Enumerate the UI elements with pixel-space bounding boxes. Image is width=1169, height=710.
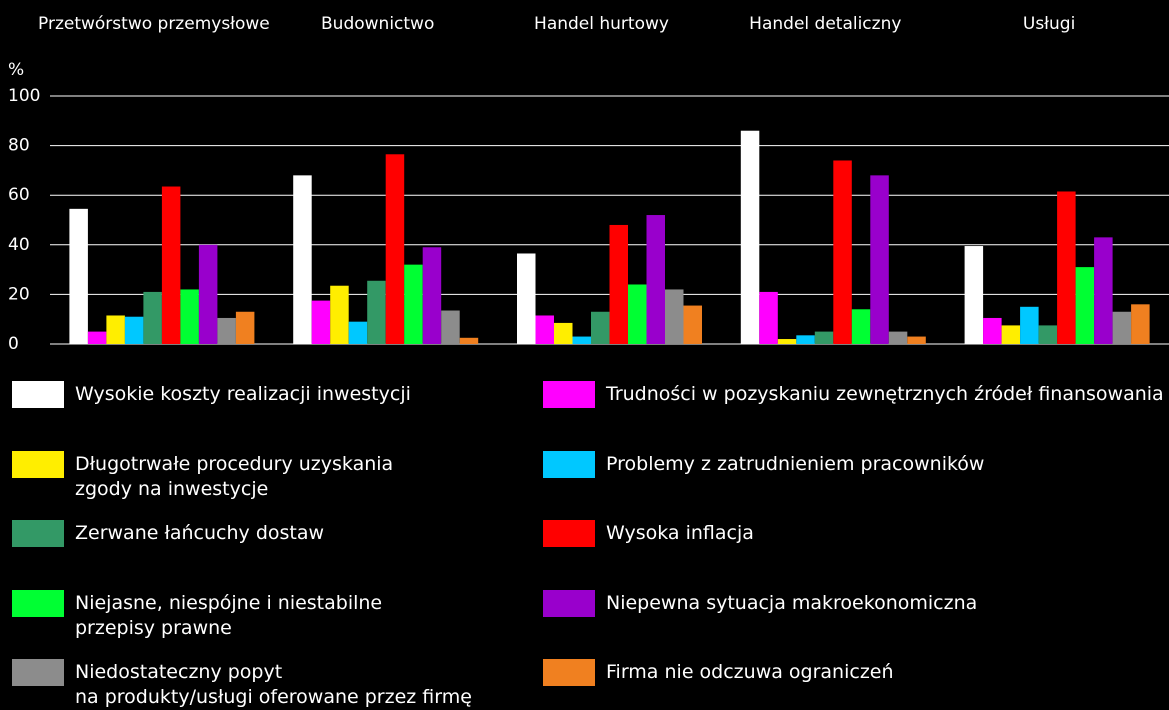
bar (665, 289, 684, 344)
legend-label: Wysoka inflacja (606, 522, 754, 544)
legend-swatch (543, 589, 595, 617)
legend-swatch (12, 520, 64, 547)
bar (683, 305, 702, 344)
bar (69, 208, 88, 344)
legend-swatch (12, 450, 64, 478)
legend-label: Zerwane łańcuchy dostaw (75, 522, 325, 544)
bar (535, 315, 554, 344)
bar (907, 336, 926, 344)
bar (217, 317, 236, 344)
bar (517, 253, 536, 344)
legend-label: Niedostateczny popyt na produkty/usługi … (75, 661, 472, 708)
bar (796, 335, 815, 344)
bar (330, 285, 349, 344)
bar (441, 310, 460, 344)
y-tick-label: 80 (8, 136, 30, 156)
bar (609, 224, 628, 344)
category-label: Usługi (1023, 14, 1075, 34)
bar (198, 244, 218, 344)
bar (367, 280, 386, 344)
bar (385, 154, 405, 344)
legend-swatch (543, 659, 595, 686)
legend-label: Długotrwałe procedury uzyskania zgody na… (75, 452, 394, 500)
legend-swatch (543, 450, 595, 478)
bar (1131, 304, 1150, 344)
y-tick-label: 60 (8, 185, 30, 205)
chart: % 0 20 40 60 80 100 Przetwórstwo przemysłowe Bu… (8, 14, 1169, 354)
bar (628, 284, 647, 344)
bar (293, 175, 312, 344)
bar (740, 130, 760, 344)
bar (143, 291, 162, 344)
bar (964, 246, 984, 344)
bar (759, 291, 778, 344)
bar (404, 264, 423, 344)
bar (1112, 311, 1132, 344)
y-axis-label: % (8, 60, 24, 80)
bar (777, 339, 797, 344)
bar (572, 336, 591, 344)
bar (1057, 191, 1076, 344)
bar (180, 289, 199, 344)
y-tick-label: 100 (8, 86, 40, 106)
legend-label: Niepewna sytuacja makroekonomiczna (606, 591, 978, 614)
legend-swatch (543, 381, 595, 408)
bar (422, 247, 442, 344)
legend-label: Firma nie odczuwa ograniczeń (606, 661, 894, 683)
bar (591, 311, 610, 344)
bar (87, 331, 107, 344)
y-tick-label: 40 (8, 235, 30, 255)
bar (235, 311, 255, 344)
bar (851, 309, 871, 344)
bar (983, 317, 1002, 344)
bar (554, 322, 573, 344)
bar (1001, 325, 1021, 344)
legend-swatch (12, 659, 64, 686)
bar (106, 315, 125, 344)
legend-label: Niejasne, niespójne i niestabilne przepi… (75, 591, 383, 639)
category-label: Budownictwo (321, 14, 434, 34)
y-tick-label: 20 (8, 284, 30, 304)
bar (870, 175, 889, 344)
legend-swatch (12, 589, 64, 617)
legend-swatch (12, 381, 64, 408)
bar (1020, 306, 1039, 344)
y-tick-label: 0 (8, 334, 19, 354)
legend-swatch (543, 520, 595, 547)
bar (311, 300, 331, 344)
bar (1094, 237, 1113, 344)
bar (124, 316, 144, 344)
category-label: Przetwórstwo przemysłowe (38, 14, 270, 34)
category-label: Handel hurtowy (534, 14, 669, 34)
bar (161, 186, 181, 344)
category-label: Handel detaliczny (749, 14, 901, 34)
bar (348, 321, 368, 344)
legend-label: Wysokie koszty realizacji inwestycji (75, 383, 411, 405)
bar (814, 331, 834, 344)
bar (888, 331, 908, 344)
bar (1038, 325, 1058, 344)
legend-label: Problemy z zatrudnieniem pracowników (606, 452, 985, 475)
legend-label: Trudności w pozyskaniu zewnętrznych źród… (606, 383, 1164, 405)
bar (459, 337, 479, 344)
bar (833, 160, 852, 344)
bar (646, 215, 665, 344)
bar (1075, 267, 1095, 344)
